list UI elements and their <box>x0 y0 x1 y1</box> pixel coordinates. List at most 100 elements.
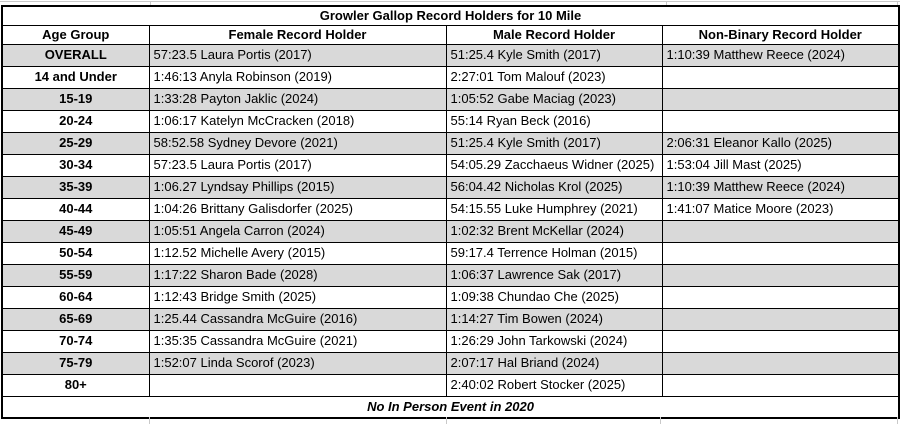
table-row: 15-19 1:33:28 Payton Jaklic (2024) 1:05:52… <box>1 88 900 111</box>
age-group-cell[interactable]: 35-39 <box>1 176 150 199</box>
female-record-cell[interactable]: 1:17:22 Sharon Bade (2028) <box>148 264 447 287</box>
non-binary-record-cell[interactable]: 1:10:39 Matthew Reece (2024) <box>661 44 900 67</box>
non-binary-record-cell[interactable]: 1:53:04 Jill Mast (2025) <box>661 154 900 177</box>
gridline-tick <box>897 417 898 424</box>
female-record-cell[interactable]: 1:25.44 Cassandra McGuire (2016) <box>148 308 447 331</box>
female-record-cell[interactable]: 1:35:35 Cassandra McGuire (2021) <box>148 330 447 353</box>
column-header-non-binary[interactable]: Non-Binary Record Holder <box>661 25 900 45</box>
female-record-cell[interactable]: 1:46:13 Anyla Robinson (2019) <box>148 66 447 89</box>
female-record-cell[interactable]: 1:52:07 Linda Scorof (2023) <box>148 352 447 375</box>
non-binary-record-cell[interactable]: 1:10:39 Matthew Reece (2024) <box>661 176 900 199</box>
table-row: OVERALL 57:23.5 Laura Portis (2017) 51:25.… <box>1 44 900 67</box>
gridline-tick <box>446 417 447 424</box>
non-binary-record-cell[interactable] <box>661 286 900 309</box>
gridline-tick <box>150 2 151 6</box>
female-record-cell[interactable]: 1:04:26 Brittany Galisdorfer (2025) <box>148 198 447 221</box>
gridline-tick <box>897 2 898 6</box>
non-binary-record-cell[interactable]: 2:06:31 Eleanor Kallo (2025) <box>661 132 900 155</box>
column-header-male[interactable]: Male Record Holder <box>445 25 663 45</box>
table-row: 60-64 1:12:43 Bridge Smith (2025) 1:09:38 … <box>1 286 900 309</box>
male-record-cell[interactable]: 1:26:29 John Tarkowski (2024) <box>445 330 663 353</box>
age-group-cell[interactable]: 50-54 <box>1 242 150 265</box>
table-title-row: Growler Gallop Record Holders for 10 Mil… <box>0 5 900 26</box>
non-binary-record-cell[interactable] <box>661 88 900 111</box>
non-binary-record-cell[interactable] <box>661 110 900 133</box>
age-group-cell[interactable]: 75-79 <box>1 352 150 375</box>
non-binary-record-cell[interactable] <box>661 308 900 331</box>
age-group-cell[interactable]: 45-49 <box>1 220 150 243</box>
table-header-row: Age Group Female Record Holder Male Reco… <box>1 25 900 45</box>
female-record-cell[interactable]: 1:12:43 Bridge Smith (2025) <box>148 286 447 309</box>
male-record-cell[interactable]: 1:09:38 Chundao Che (2025) <box>445 286 663 309</box>
female-record-cell[interactable]: 1:06:17 Katelyn McCracken (2018) <box>148 110 447 133</box>
gridline-tick <box>666 2 667 6</box>
non-binary-record-cell[interactable] <box>661 66 900 89</box>
table-footer-row: No In Person Event in 2020 <box>0 396 900 419</box>
table-row: 75-79 1:52:07 Linda Scorof (2023) 2:07:17 … <box>1 352 900 375</box>
table-row: 50-54 1:12.52 Michelle Avery (2015) 59:17.… <box>1 242 900 265</box>
male-record-cell[interactable]: 1:05:52 Gabe Maciag (2023) <box>445 88 663 111</box>
table-row: 55-59 1:17:22 Sharon Bade (2028) 1:06:37 L… <box>1 264 900 287</box>
column-header-female[interactable]: Female Record Holder <box>148 25 447 45</box>
age-group-cell[interactable]: 70-74 <box>1 330 150 353</box>
non-binary-record-cell[interactable] <box>661 242 900 265</box>
gridline-tick <box>660 417 661 424</box>
age-group-cell[interactable]: 30-34 <box>1 154 150 177</box>
male-record-cell[interactable]: 1:02:32 Brent McKellar (2024) <box>445 220 663 243</box>
age-group-cell[interactable]: 25-29 <box>1 132 150 155</box>
column-header-age-group[interactable]: Age Group <box>1 25 150 45</box>
male-record-cell[interactable]: 59:17.4 Terrence Holman (2015) <box>445 242 663 265</box>
female-record-cell[interactable]: 1:12.52 Michelle Avery (2015) <box>148 242 447 265</box>
table-row: 35-39 1:06.27 Lyndsay Phillips (2015) 56:0… <box>1 176 900 199</box>
female-record-cell[interactable] <box>148 374 447 397</box>
table-row: 45-49 1:05:51 Angela Carron (2024) 1:02:32… <box>1 220 900 243</box>
age-group-cell[interactable]: 65-69 <box>1 308 150 331</box>
male-record-cell[interactable]: 54:15.55 Luke Humphrey (2021) <box>445 198 663 221</box>
age-group-cell[interactable]: 55-59 <box>1 264 150 287</box>
male-record-cell[interactable]: 2:40:02 Robert Stocker (2025) <box>445 374 663 397</box>
table-row: 70-74 1:35:35 Cassandra McGuire (2021) 1:2… <box>1 330 900 353</box>
table-body: OVERALL 57:23.5 Laura Portis (2017) 51:25.… <box>1 44 900 397</box>
male-record-cell[interactable]: 51:25.4 Kyle Smith (2017) <box>445 44 663 67</box>
age-group-cell[interactable]: 15-19 <box>1 88 150 111</box>
female-record-cell[interactable]: 57:23.5 Laura Portis (2017) <box>148 44 447 67</box>
female-record-cell[interactable]: 57:23.5 Laura Portis (2017) <box>148 154 447 177</box>
table-row: 65-69 1:25.44 Cassandra McGuire (2016) 1:1… <box>1 308 900 331</box>
footer-note[interactable]: No In Person Event in 2020 <box>0 396 900 419</box>
non-binary-record-cell[interactable] <box>661 330 900 353</box>
table-row: 30-34 57:23.5 Laura Portis (2017) 54:05.29… <box>1 154 900 177</box>
age-group-cell[interactable]: 80+ <box>1 374 150 397</box>
table-row: 20-24 1:06:17 Katelyn McCracken (2018) 55:… <box>1 110 900 133</box>
age-group-cell[interactable]: 40-44 <box>1 198 150 221</box>
non-binary-record-cell[interactable] <box>661 374 900 397</box>
male-record-cell[interactable]: 1:06:37 Lawrence Sak (2017) <box>445 264 663 287</box>
female-record-cell[interactable]: 1:05:51 Angela Carron (2024) <box>148 220 447 243</box>
gridline-top <box>0 1 900 2</box>
male-record-cell[interactable]: 51:25.4 Kyle Smith (2017) <box>445 132 663 155</box>
female-record-cell[interactable]: 1:06.27 Lyndsay Phillips (2015) <box>148 176 447 199</box>
table-row: 40-44 1:04:26 Brittany Galisdorfer (2025)… <box>1 198 900 221</box>
table-row: 14 and Under 1:46:13 Anyla Robinson (2019… <box>1 66 900 89</box>
age-group-cell[interactable]: 20-24 <box>1 110 150 133</box>
record-holders-table: Growler Gallop Record Holders for 10 Mil… <box>0 5 900 419</box>
non-binary-record-cell[interactable] <box>661 220 900 243</box>
age-group-cell[interactable]: OVERALL <box>1 44 150 67</box>
table-title[interactable]: Growler Gallop Record Holders for 10 Mil… <box>0 5 900 26</box>
non-binary-record-cell[interactable] <box>661 264 900 287</box>
age-group-cell[interactable]: 14 and Under <box>1 66 150 89</box>
female-record-cell[interactable]: 58:52.58 Sydney Devore (2021) <box>148 132 447 155</box>
table-row: 25-29 58:52.58 Sydney Devore (2021) 51:25.… <box>1 132 900 155</box>
male-record-cell[interactable]: 2:27:01 Tom Malouf (2023) <box>445 66 663 89</box>
male-record-cell[interactable]: 56:04.42 Nicholas Krol (2025) <box>445 176 663 199</box>
male-record-cell[interactable]: 54:05.29 Zacchaeus Widner (2025) <box>445 154 663 177</box>
non-binary-record-cell[interactable]: 1:41:07 Matice Moore (2023) <box>661 198 900 221</box>
non-binary-record-cell[interactable] <box>661 352 900 375</box>
female-record-cell[interactable]: 1:33:28 Payton Jaklic (2024) <box>148 88 447 111</box>
table-row: 80+ 2:40:02 Robert Stocker (2025) <box>1 374 900 397</box>
male-record-cell[interactable]: 55:14 Ryan Beck (2016) <box>445 110 663 133</box>
male-record-cell[interactable]: 2:07:17 Hal Briand (2024) <box>445 352 663 375</box>
male-record-cell[interactable]: 1:14:27 Tim Bowen (2024) <box>445 308 663 331</box>
gridline-tick <box>149 417 150 424</box>
age-group-cell[interactable]: 60-64 <box>1 286 150 309</box>
